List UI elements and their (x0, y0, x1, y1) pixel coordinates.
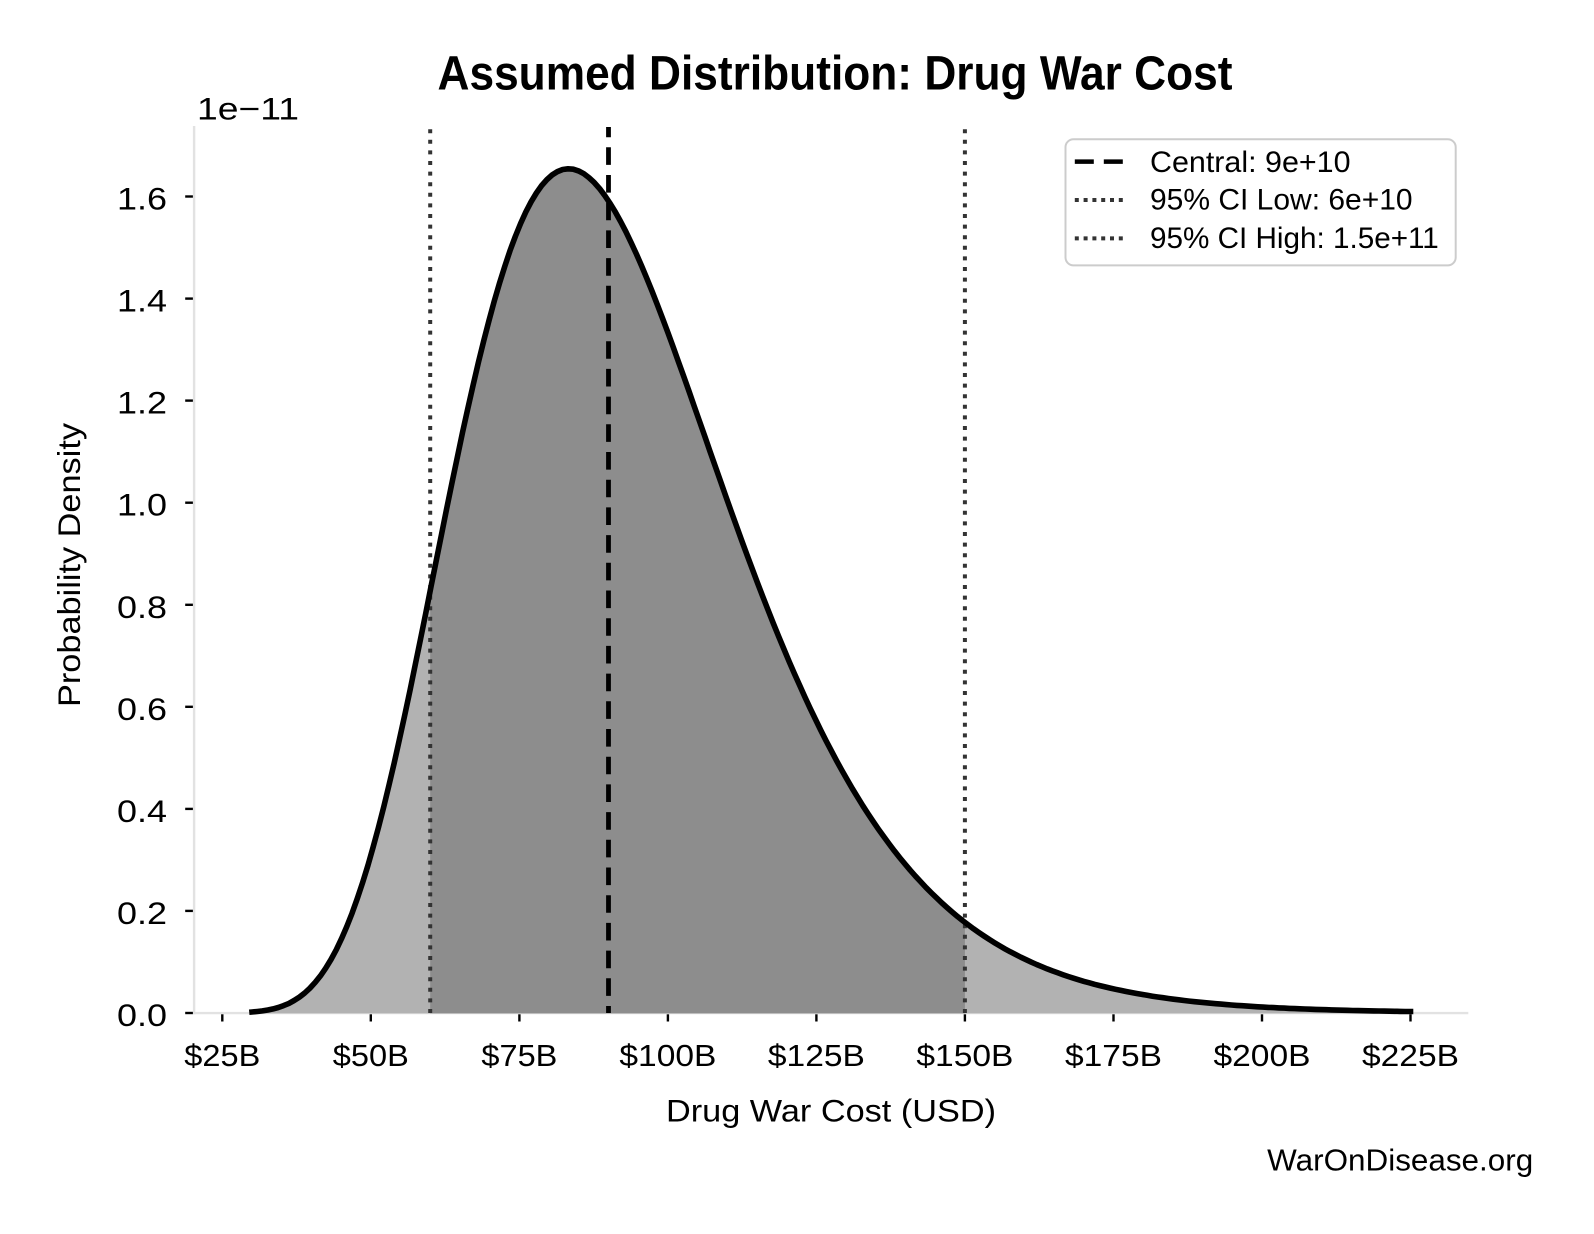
svg-text:0.4: 0.4 (117, 793, 167, 829)
svg-text:1.4: 1.4 (117, 283, 167, 319)
svg-text:$100B: $100B (619, 1038, 716, 1073)
svg-text:1.0: 1.0 (117, 487, 167, 523)
svg-text:95% CI Low: 6e+10: 95% CI Low: 6e+10 (1150, 184, 1413, 217)
svg-text:$75B: $75B (481, 1038, 557, 1073)
svg-text:Assumed Distribution: Drug War: Assumed Distribution: Drug War Cost (438, 48, 1233, 101)
svg-text:$150B: $150B (916, 1038, 1013, 1073)
svg-text:$175B: $175B (1065, 1038, 1162, 1073)
svg-text:1e−11: 1e−11 (197, 91, 299, 127)
svg-text:$125B: $125B (768, 1038, 865, 1073)
svg-text:$50B: $50B (333, 1038, 409, 1073)
svg-text:1.2: 1.2 (117, 385, 167, 421)
svg-text:0.6: 0.6 (117, 691, 167, 727)
svg-text:0.8: 0.8 (117, 589, 167, 625)
svg-text:Probability Density: Probability Density (51, 423, 87, 707)
svg-text:1.6: 1.6 (117, 181, 167, 217)
svg-text:$225B: $225B (1362, 1038, 1459, 1073)
svg-text:Central: 9e+10: Central: 9e+10 (1150, 146, 1351, 179)
svg-text:Drug War Cost (USD): Drug War Cost (USD) (666, 1093, 996, 1129)
svg-text:$25B: $25B (184, 1038, 260, 1073)
svg-text:WarOnDisease.org: WarOnDisease.org (1267, 1143, 1533, 1178)
svg-text:$200B: $200B (1214, 1038, 1311, 1073)
svg-text:95% CI High: 1.5e+11: 95% CI High: 1.5e+11 (1150, 222, 1439, 255)
svg-text:0.2: 0.2 (117, 895, 167, 931)
svg-text:0.0: 0.0 (117, 997, 167, 1033)
